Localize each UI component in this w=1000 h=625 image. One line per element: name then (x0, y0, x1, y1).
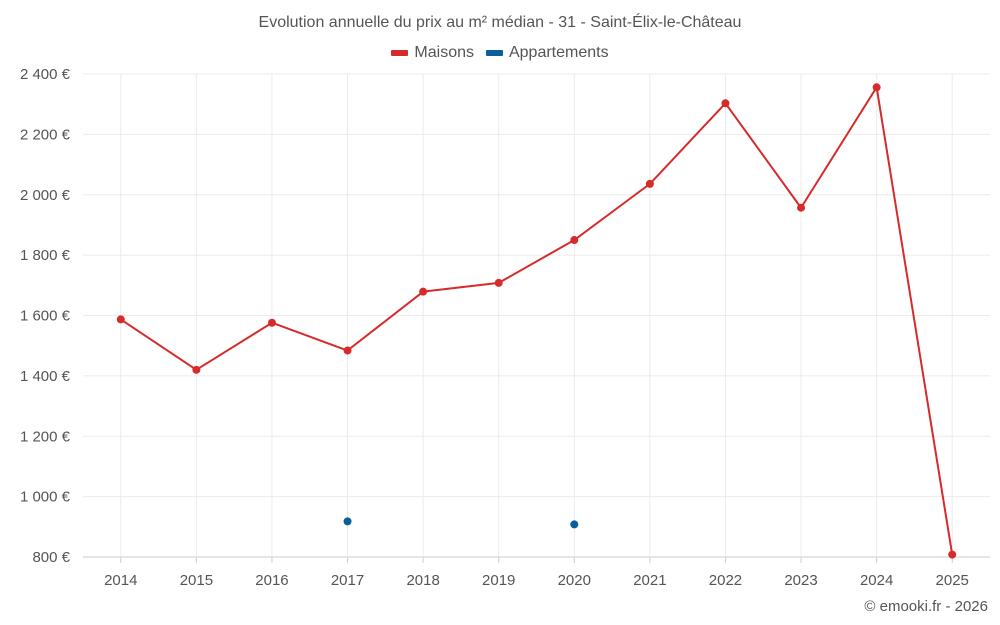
legend-item-maisons[interactable]: Maisons (391, 44, 474, 62)
x-tick-label: 2017 (331, 572, 364, 589)
x-tick-label: 2024 (860, 572, 893, 589)
y-tick-label: 2 400 € (20, 66, 71, 83)
series-line-maisons (120, 86, 954, 555)
y-tick-label: 2 200 € (20, 126, 71, 143)
data-point-maisons[interactable] (797, 203, 806, 212)
x-tick-label: 2015 (180, 572, 213, 589)
data-point-maisons[interactable] (419, 287, 428, 296)
legend-item-appartements[interactable]: Appartements (485, 44, 609, 62)
data-point-maisons[interactable] (570, 236, 579, 245)
x-tick-label: 2022 (709, 572, 742, 589)
x-tick-label: 2014 (104, 572, 137, 589)
legend-label-appartements: Appartements (508, 44, 609, 61)
y-tick-label: 1 200 € (20, 428, 71, 445)
x-tick-label: 2019 (482, 572, 515, 589)
x-tick-label: 2018 (406, 572, 439, 589)
data-point-maisons[interactable] (343, 346, 352, 355)
x-tick-label: 2016 (255, 572, 288, 589)
legend-label-maisons: Maisons (414, 44, 474, 61)
chart-legend: Maisons Appartements (0, 44, 1000, 62)
legend-swatch-maisons (391, 50, 409, 56)
data-point-maisons[interactable] (872, 83, 881, 92)
y-tick-label: 1 600 € (20, 308, 71, 325)
data-point-appartements[interactable] (570, 520, 579, 529)
y-tick-label: 800 € (32, 549, 70, 566)
chart-title: Evolution annuelle du prix au m² médian … (258, 14, 742, 31)
x-tick-label: 2023 (784, 572, 817, 589)
data-point-maisons[interactable] (645, 179, 654, 188)
legend-swatch-appartements (485, 50, 503, 56)
data-point-maisons[interactable] (192, 365, 201, 374)
data-point-maisons[interactable] (116, 315, 125, 324)
data-point-maisons[interactable] (267, 318, 276, 327)
x-tick-label: 2020 (558, 572, 591, 589)
data-point-maisons[interactable] (948, 550, 957, 559)
x-tick-label: 2021 (633, 572, 666, 589)
y-tick-label: 1 000 € (20, 489, 71, 506)
y-tick-label: 1 400 € (20, 368, 71, 385)
data-point-appartements[interactable] (343, 517, 352, 526)
data-point-maisons[interactable] (494, 278, 503, 287)
credit-text: © emooki.fr - 2026 (864, 598, 988, 615)
data-point-maisons[interactable] (721, 99, 730, 108)
x-tick-label: 2025 (936, 572, 969, 589)
y-tick-label: 2 000 € (20, 187, 71, 204)
y-tick-label: 1 800 € (20, 247, 71, 264)
